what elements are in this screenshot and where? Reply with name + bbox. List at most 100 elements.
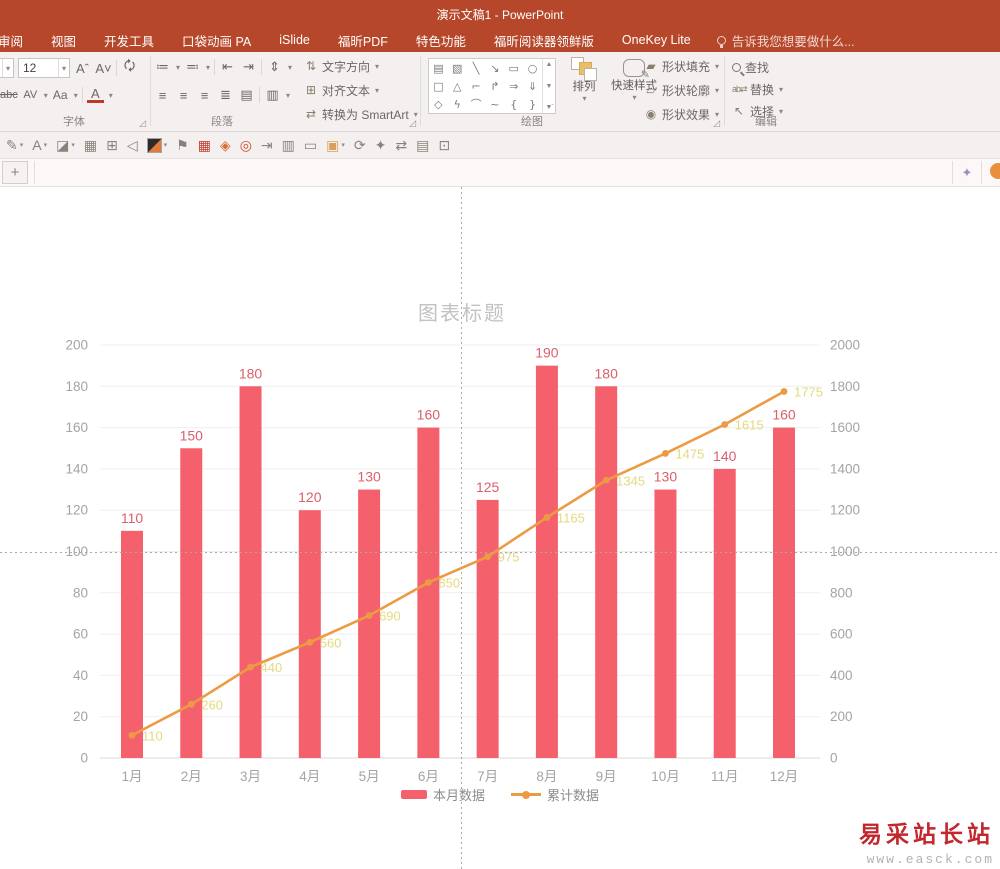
target-icon[interactable]: ◎ <box>239 137 252 153</box>
flag-icon[interactable]: ⚑ <box>176 137 189 153</box>
quick-styles-button[interactable]: 快速样式 ▾ <box>608 57 660 102</box>
cumulative-line[interactable] <box>131 390 785 737</box>
replace-button[interactable]: ab⇄ 替换 ▾ <box>732 79 783 99</box>
scroll-down-icon[interactable]: ▼ <box>545 82 553 90</box>
bar[interactable] <box>180 448 203 758</box>
shape-outline-button[interactable]: ▱ 形状轮廓 ▾ <box>644 80 719 100</box>
line-spacing-button[interactable]: ⇕ <box>269 59 280 74</box>
shapes-scrollbar[interactable]: ▲ ▼ ▼̄ <box>542 59 555 113</box>
shape-option[interactable]: ↱ <box>490 79 500 93</box>
magic-wand-button[interactable]: ✦ <box>952 161 982 184</box>
shape-option[interactable]: ⇓ <box>527 79 538 93</box>
shape-fill-button[interactable]: ▰ 形状填充 ▾ <box>644 56 719 76</box>
shape-option[interactable]: ⌒ <box>470 97 482 111</box>
increase-indent-button[interactable]: ⇥ <box>243 59 254 74</box>
shape-option[interactable]: ↘ <box>490 61 500 75</box>
convert-smartart-button[interactable]: ⇄ 转换为 SmartArt ▾ <box>304 104 418 124</box>
text-direction-button[interactable]: ⇅ 文字方向 ▾ <box>304 56 418 76</box>
font-size-input[interactable] <box>19 61 49 75</box>
combo-chart[interactable]: 0204060801001201401601802000200400600800… <box>0 187 1000 869</box>
pin-icon[interactable]: ✦ <box>374 137 387 153</box>
bar[interactable] <box>298 510 321 758</box>
columns-button[interactable]: ▥ <box>266 87 279 102</box>
find-button[interactable]: 查找 <box>732 57 769 77</box>
bar[interactable] <box>417 427 440 758</box>
align-right-button[interactable]: ≡ <box>200 87 209 103</box>
decrease-indent-button[interactable]: ⇤ <box>222 59 233 74</box>
fit-window-icon[interactable]: ⊡ <box>438 137 451 153</box>
align-objects-icon[interactable]: ⊞ <box>106 137 118 153</box>
rotate-icon[interactable]: ⟳ <box>353 137 366 153</box>
color-matrix-icon[interactable]: ▦ <box>197 137 211 153</box>
bullet-list-button[interactable]: ≔ <box>156 59 169 74</box>
distribute-button[interactable]: ▤ <box>240 87 253 102</box>
shape-option[interactable]: □ <box>433 79 444 93</box>
shrink-font-button[interactable]: A˅ <box>95 60 112 76</box>
legend-item-line[interactable]: 累计数据 <box>511 785 599 804</box>
bar[interactable] <box>476 499 499 758</box>
bar[interactable] <box>358 489 381 758</box>
numbered-list-button[interactable]: ≕ <box>186 59 200 74</box>
clear-formatting-button[interactable]: 🗘 <box>123 58 136 73</box>
shape-option[interactable]: ▭ <box>508 61 519 75</box>
swap-icon[interactable]: ⇄ <box>395 137 408 153</box>
arrange-button[interactable]: 排列 ▾ <box>562 57 606 103</box>
shape-option[interactable]: ⌐ <box>471 79 481 93</box>
font-name-combo[interactable]: ▾ <box>0 58 14 78</box>
diamond-icon[interactable]: ◈ <box>219 137 231 153</box>
bar[interactable] <box>239 386 262 758</box>
shape-option[interactable]: ◇ <box>434 97 443 111</box>
bar[interactable] <box>121 530 143 758</box>
shape-option[interactable]: ○ <box>527 61 538 75</box>
tab-developer[interactable]: 开发工具 <box>104 34 155 49</box>
table-grid-icon[interactable]: ▦ <box>83 137 98 153</box>
print-icon[interactable]: ▤ <box>416 137 430 153</box>
tab-pocket-animation[interactable]: 口袋动画 PA <box>182 34 252 49</box>
shape-option[interactable]: ϟ <box>453 97 461 111</box>
paste-icon[interactable]: ▣ ▾ <box>326 137 345 153</box>
vertical-guide[interactable] <box>461 187 462 869</box>
tab-onekey-lite[interactable]: OneKey Lite <box>621 33 691 47</box>
chart-icon[interactable]: ▥ <box>281 137 295 153</box>
select-button[interactable]: ↖ 选择 ▾ <box>732 101 783 121</box>
font-size-combo[interactable]: ▾ <box>18 58 70 78</box>
tab-special-features[interactable]: 特色功能 <box>415 34 466 49</box>
horizontal-guide[interactable] <box>0 552 1000 553</box>
shape-option[interactable]: { <box>510 97 518 111</box>
pen-icon[interactable]: ✎ ▾ <box>6 137 24 153</box>
shape-option[interactable]: △ <box>453 79 462 93</box>
paragraph-dialog-launcher[interactable]: ◿ <box>409 118 416 128</box>
shape-option[interactable]: ▧ <box>452 61 463 75</box>
grow-font-button[interactable]: Aˆ <box>76 60 89 76</box>
tab-foxit-pdf[interactable]: 福昕PDF <box>337 34 388 49</box>
tab-view[interactable]: 视图 <box>51 34 77 49</box>
bar[interactable] <box>654 489 677 758</box>
align-center-button[interactable]: ≡ <box>179 87 188 103</box>
fill-color-icon[interactable]: ◪ ▾ <box>56 137 75 153</box>
shape-option[interactable]: ▤ <box>433 61 444 75</box>
change-case-button[interactable]: Aa <box>52 88 68 102</box>
tab-foxit-reader[interactable]: 福昕阅读器领鲜版 <box>493 34 594 49</box>
drawing-dialog-launcher[interactable]: ◿ <box>713 118 720 128</box>
add-button[interactable]: + <box>2 161 28 184</box>
justify-button[interactable]: ≣ <box>220 87 231 102</box>
tell-me-box[interactable]: 告诉我您想要做什么... <box>705 31 867 50</box>
shape-option[interactable]: } <box>529 97 537 111</box>
bar[interactable] <box>595 386 618 758</box>
theme-color-swatch[interactable]: ▾ <box>146 137 167 153</box>
scroll-up-icon[interactable]: ▲ <box>545 61 553 68</box>
char-spacing-button[interactable]: AV <box>23 89 38 101</box>
align-left-button[interactable]: ≡ <box>158 87 167 103</box>
shape-option[interactable]: ╲ <box>472 61 480 75</box>
align-text-button[interactable]: ⊞ 对齐文本 ▾ <box>304 80 418 100</box>
shape-option[interactable]: ~ <box>490 97 500 111</box>
tab-review[interactable]: 审阅 <box>0 34 24 49</box>
font-color-button[interactable]: A <box>86 86 104 103</box>
font-color-icon[interactable]: A ▾ <box>32 137 48 153</box>
audio-icon[interactable]: ◁ <box>126 137 138 153</box>
export-icon[interactable]: ⇥ <box>260 137 273 153</box>
tab-islide[interactable]: iSlide <box>279 33 310 47</box>
shape-effects-button[interactable]: ◉ 形状效果 ▾ <box>644 104 719 124</box>
font-dialog-launcher[interactable]: ◿ <box>139 118 146 128</box>
bar[interactable] <box>713 468 736 758</box>
